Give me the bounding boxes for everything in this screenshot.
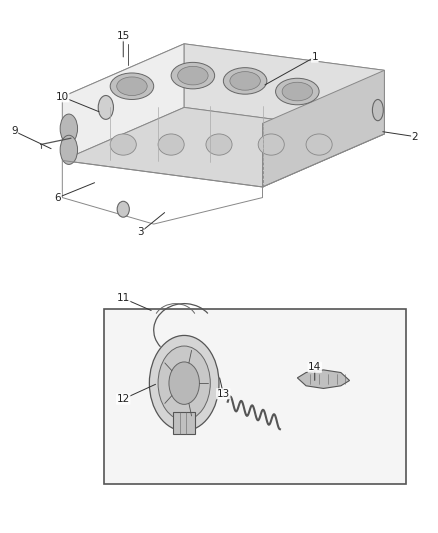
Ellipse shape (223, 68, 267, 94)
Text: 2: 2 (412, 132, 418, 142)
Ellipse shape (282, 82, 313, 101)
Ellipse shape (158, 134, 184, 155)
Ellipse shape (110, 134, 136, 155)
Polygon shape (173, 413, 195, 433)
Ellipse shape (110, 73, 154, 100)
Ellipse shape (206, 134, 232, 155)
Polygon shape (62, 44, 184, 160)
Ellipse shape (169, 362, 199, 405)
Ellipse shape (149, 335, 219, 431)
Ellipse shape (117, 201, 129, 217)
Text: 11: 11 (117, 293, 130, 303)
Text: 14: 14 (308, 362, 321, 372)
Text: 13: 13 (217, 389, 230, 399)
Ellipse shape (306, 134, 332, 155)
Ellipse shape (60, 114, 78, 143)
Ellipse shape (117, 77, 147, 95)
Text: 10: 10 (56, 92, 69, 102)
Ellipse shape (158, 346, 210, 420)
Polygon shape (184, 44, 385, 134)
Ellipse shape (171, 62, 215, 89)
Text: 1: 1 (311, 52, 318, 62)
Text: 15: 15 (117, 31, 130, 41)
Text: 6: 6 (55, 192, 61, 203)
Text: 12: 12 (117, 394, 130, 404)
Bar (104, 309, 406, 484)
Polygon shape (297, 370, 350, 389)
Ellipse shape (98, 95, 113, 119)
Text: 3: 3 (138, 227, 144, 237)
Ellipse shape (372, 100, 383, 120)
Text: 9: 9 (11, 126, 18, 136)
Polygon shape (262, 70, 385, 187)
Ellipse shape (60, 135, 78, 165)
Ellipse shape (258, 134, 284, 155)
Ellipse shape (276, 78, 319, 105)
Polygon shape (62, 108, 385, 187)
Ellipse shape (230, 71, 260, 90)
Ellipse shape (178, 66, 208, 85)
